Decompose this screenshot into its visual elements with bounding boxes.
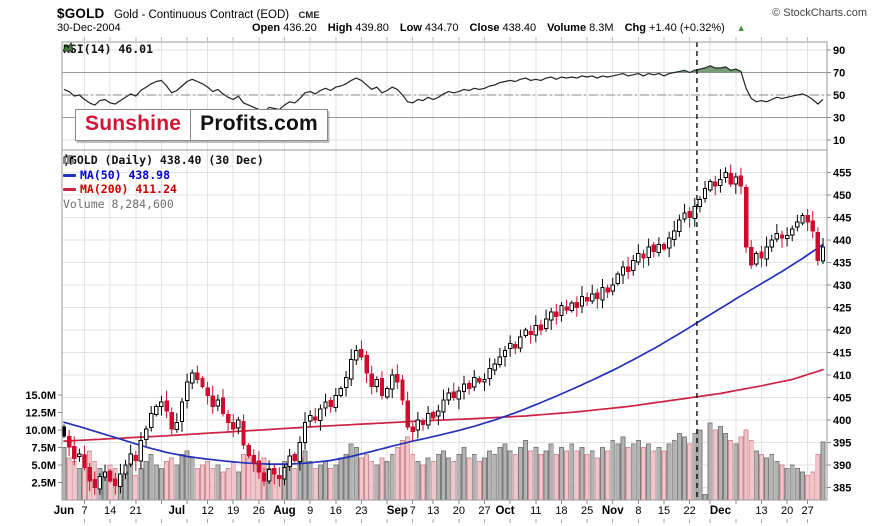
svg-text:9: 9 bbox=[307, 505, 313, 517]
svg-text:2.5M: 2.5M bbox=[32, 478, 56, 490]
svg-text:20: 20 bbox=[453, 505, 465, 517]
stat-low: Low 434.70 bbox=[399, 22, 459, 34]
legend-ma50-text: MA(50) 438.98 bbox=[80, 167, 171, 182]
change-up-triangle-icon: ▲ bbox=[736, 23, 746, 33]
rsi-icon bbox=[63, 42, 73, 52]
exchange-label: CME bbox=[298, 10, 320, 21]
quote-date: 30-Dec-2004 bbox=[57, 22, 121, 34]
ticker-symbol: $GOLD bbox=[57, 6, 105, 21]
stat-close: Close 438.40 bbox=[469, 22, 537, 34]
svg-text:Jul: Jul bbox=[169, 505, 186, 517]
stat-change: Chg +1.40 (+0.32%) bbox=[624, 22, 725, 34]
svg-text:30: 30 bbox=[833, 113, 845, 125]
instrument-name: Gold - Continuous Contract (EOD) bbox=[113, 9, 290, 21]
rsi-indicator-label: RSI(14) 46.01 bbox=[63, 42, 153, 56]
svg-text:16: 16 bbox=[330, 505, 342, 517]
svg-text:12.5M: 12.5M bbox=[25, 408, 56, 420]
svg-text:435: 435 bbox=[833, 258, 851, 270]
svg-text:Jun: Jun bbox=[54, 505, 74, 517]
svg-text:20: 20 bbox=[781, 505, 793, 517]
sunshine-profits-watermark[interactable]: Sunshine Profits.com bbox=[75, 109, 328, 141]
svg-text:455: 455 bbox=[833, 168, 851, 180]
ma200-line-icon bbox=[63, 188, 76, 192]
copyright-link[interactable]: © StockCharts.com bbox=[772, 7, 867, 19]
stat-volume: Volume 8.3M bbox=[547, 22, 614, 34]
watermark-profits: Profits.com bbox=[190, 109, 328, 141]
axis-ticks bbox=[58, 37, 831, 523]
stat-high: High 439.80 bbox=[327, 22, 389, 34]
svg-text:70: 70 bbox=[833, 68, 845, 80]
svg-text:15.0M: 15.0M bbox=[25, 390, 56, 402]
axis-labels: 455 450 445 440 435 430 425 420 415 410 405 400 395 3… bbox=[25, 45, 851, 517]
quote-row: 30-Dec-2004 Open 436.20 High 439.80 Low 434… bbox=[57, 22, 867, 34]
svg-text:440: 440 bbox=[833, 235, 851, 247]
svg-text:390: 390 bbox=[833, 460, 851, 472]
svg-text:23: 23 bbox=[355, 505, 367, 517]
svg-text:405: 405 bbox=[833, 393, 851, 405]
svg-text:19: 19 bbox=[227, 505, 239, 517]
svg-text:7.5M: 7.5M bbox=[32, 443, 56, 455]
chart-header: $GOLD Gold - Continuous Contract (EOD) C… bbox=[57, 5, 320, 23]
svg-text:445: 445 bbox=[833, 213, 851, 225]
svg-text:7: 7 bbox=[410, 505, 416, 517]
svg-text:Nov: Nov bbox=[602, 505, 624, 517]
svg-text:400: 400 bbox=[833, 415, 851, 427]
svg-text:420: 420 bbox=[833, 325, 851, 337]
stat-open: Open 436.20 bbox=[252, 22, 317, 34]
svg-text:430: 430 bbox=[833, 280, 851, 292]
svg-text:415: 415 bbox=[833, 348, 851, 360]
svg-text:Dec: Dec bbox=[710, 505, 732, 517]
svg-text:Oct: Oct bbox=[495, 505, 514, 517]
svg-text:8: 8 bbox=[635, 505, 641, 517]
ma50-line-icon bbox=[63, 173, 76, 177]
svg-text:Sep: Sep bbox=[387, 505, 408, 517]
volume-bars-icon bbox=[63, 155, 74, 164]
candlesticks bbox=[61, 164, 826, 495]
legend-symbol-text: $GOLD (Daily) 438.40 (30 Dec) bbox=[63, 153, 264, 167]
svg-text:14: 14 bbox=[104, 505, 116, 517]
watermark-sunshine: Sunshine bbox=[75, 109, 192, 141]
svg-text:25: 25 bbox=[581, 505, 593, 517]
svg-text:385: 385 bbox=[833, 483, 851, 495]
svg-text:12: 12 bbox=[201, 505, 213, 517]
svg-text:425: 425 bbox=[833, 303, 851, 315]
svg-text:13: 13 bbox=[755, 505, 767, 517]
svg-text:11: 11 bbox=[530, 505, 541, 517]
svg-text:27: 27 bbox=[801, 505, 813, 517]
svg-text:27: 27 bbox=[478, 505, 490, 517]
chart-legend: $GOLD (Daily) 438.40 (30 Dec) MA(50) 438… bbox=[63, 153, 264, 212]
legend-ma200-text: MA(200) 411.24 bbox=[80, 182, 177, 196]
svg-text:5.0M: 5.0M bbox=[32, 460, 56, 472]
svg-text:22: 22 bbox=[684, 505, 696, 517]
svg-text:90: 90 bbox=[833, 45, 845, 57]
svg-text:395: 395 bbox=[833, 438, 851, 450]
legend-ma200-row: MA(200) 411.24 bbox=[63, 182, 264, 197]
svg-text:Aug: Aug bbox=[273, 505, 295, 517]
svg-text:15: 15 bbox=[658, 505, 670, 517]
rsi-value-text: RSI(14) 46.01 bbox=[63, 42, 154, 56]
svg-text:7: 7 bbox=[81, 505, 87, 517]
svg-text:410: 410 bbox=[833, 370, 851, 382]
pane-borders bbox=[61, 41, 828, 501]
svg-text:10.0M: 10.0M bbox=[25, 425, 56, 437]
svg-text:18: 18 bbox=[555, 505, 567, 517]
legend-ma50-row: MA(50) 438.98 bbox=[63, 167, 264, 183]
svg-text:13: 13 bbox=[427, 505, 439, 517]
svg-text:21: 21 bbox=[130, 505, 142, 517]
svg-text:450: 450 bbox=[833, 190, 851, 202]
legend-volume-text: Volume 8,284,600 bbox=[63, 196, 174, 211]
legend-volume-row: Volume 8,284,600 bbox=[63, 155, 264, 212]
svg-text:10: 10 bbox=[833, 135, 845, 147]
svg-text:50: 50 bbox=[833, 90, 845, 102]
svg-text:26: 26 bbox=[253, 505, 265, 517]
legend-symbol-row: $GOLD (Daily) 438.40 (30 Dec) bbox=[63, 153, 264, 168]
